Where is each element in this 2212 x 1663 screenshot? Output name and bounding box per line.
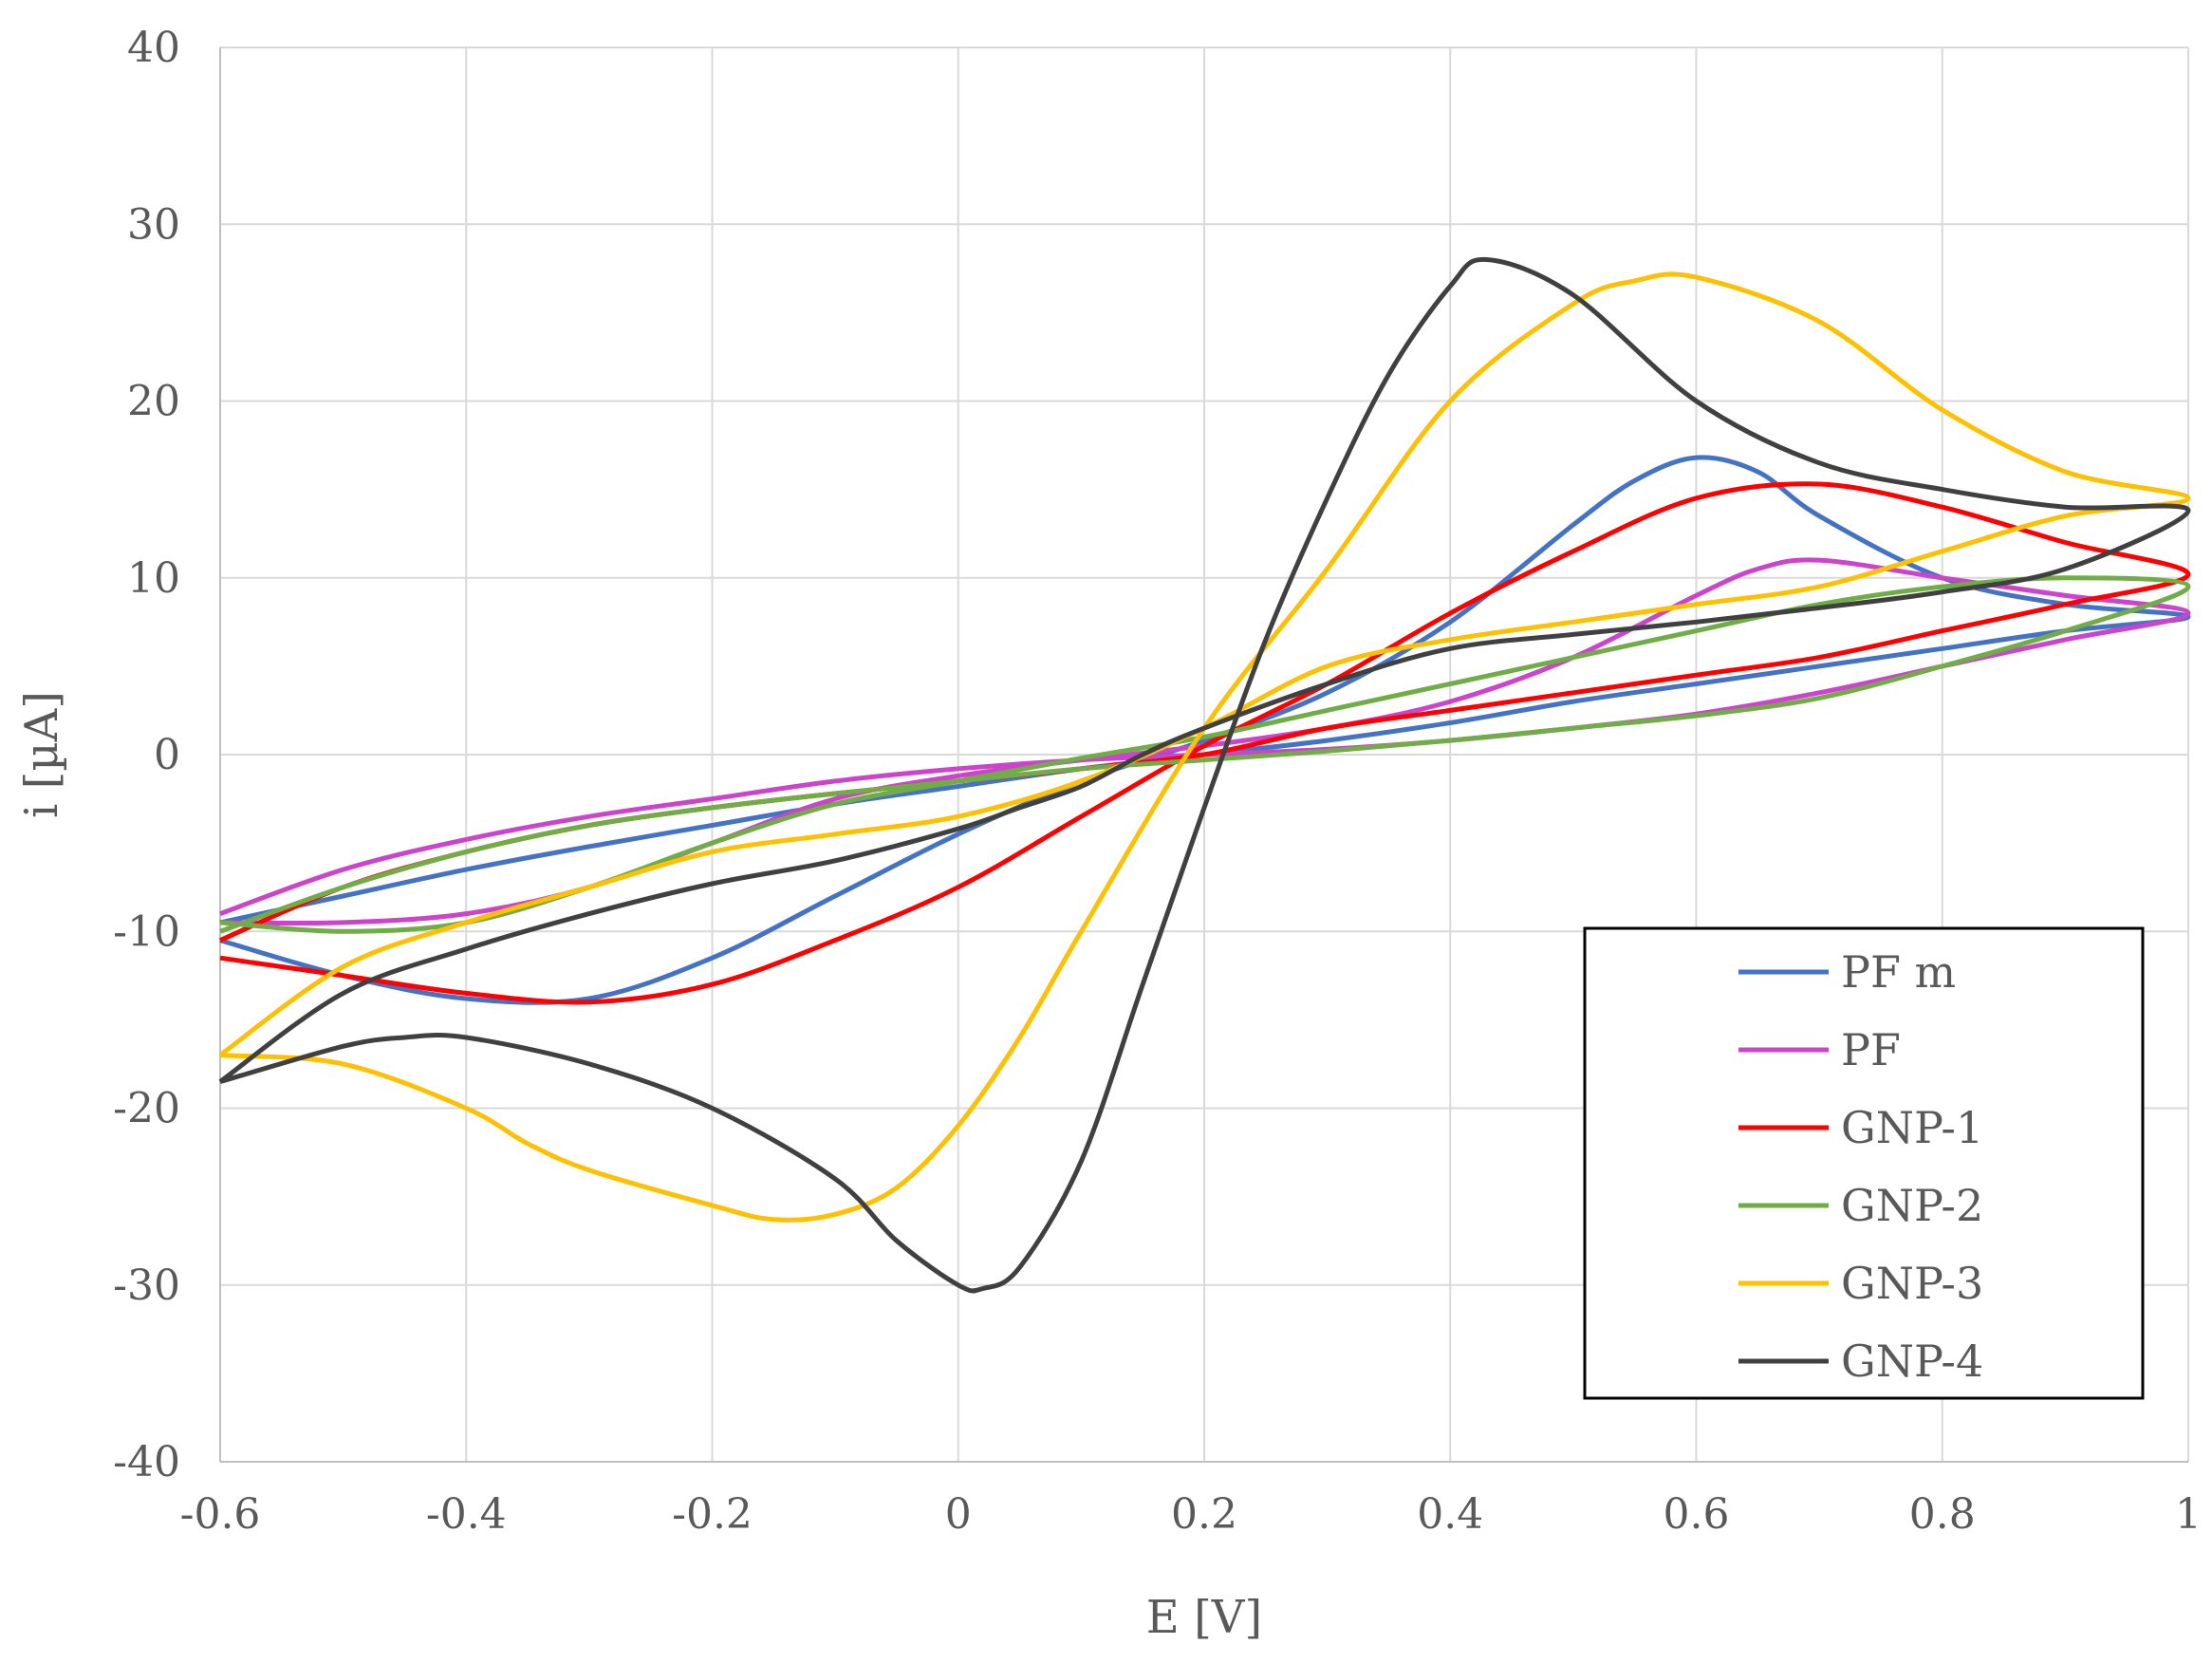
series-line-gnp-2 [219, 575, 2191, 934]
x-axis-title: E [V] [1146, 1591, 1262, 1644]
plot-axes [219, 47, 2188, 1463]
series-line-pf-m [219, 455, 2191, 1005]
x-tick-label: 0.4 [1417, 1490, 1483, 1539]
x-tick-label: -0.6 [180, 1490, 261, 1539]
legend-box [1583, 926, 2145, 1400]
y-tick-labels: 40 30 20 10 0 -10 -20 -30 -40 [113, 24, 180, 1486]
x-tick-label: 0.2 [1171, 1490, 1237, 1539]
legend-label-gnp-1: GNP-1 [1841, 1102, 1983, 1153]
series-lines [218, 256, 2191, 1294]
series-line-gnp-3 [218, 271, 2191, 1223]
legend-label-gnp-3: GNP-3 [1841, 1258, 1983, 1309]
x-tick-label: 1 [2175, 1490, 2202, 1539]
y-tick-label: 40 [127, 24, 180, 72]
x-tick-label: 0.6 [1664, 1490, 1730, 1539]
legend-label-pf: PF [1841, 1024, 1901, 1075]
x-tick-label: -0.2 [672, 1490, 753, 1539]
x-tick-label: 0 [945, 1490, 972, 1539]
y-tick-label: -20 [113, 1085, 180, 1133]
y-tick-label: 10 [127, 554, 180, 603]
x-tick-label: -0.4 [426, 1490, 507, 1539]
x-tick-labels: -0.6 -0.4 -0.2 0 0.2 0.4 0.6 0.8 1 [180, 1490, 2202, 1539]
legend-label-pf-m: PF m [1841, 946, 1956, 998]
y-tick-label: -30 [113, 1261, 180, 1310]
y-axis-title: i [µA] [15, 691, 68, 818]
legend-label-gnp-4: GNP-4 [1841, 1336, 1983, 1387]
y-tick-label: -10 [113, 907, 180, 956]
series-line-gnp-4 [218, 256, 2191, 1294]
legend: PF m PF GNP-1 GNP-2 GNP-3 GNP-4 [1583, 926, 2145, 1400]
y-tick-label: -40 [113, 1438, 180, 1486]
y-tick-label: 20 [127, 378, 180, 426]
legend-label-gnp-2: GNP-2 [1841, 1180, 1983, 1231]
x-tick-label: 0.8 [1909, 1490, 1976, 1539]
y-tick-label: 30 [127, 200, 180, 249]
y-tick-label: 0 [154, 731, 180, 779]
